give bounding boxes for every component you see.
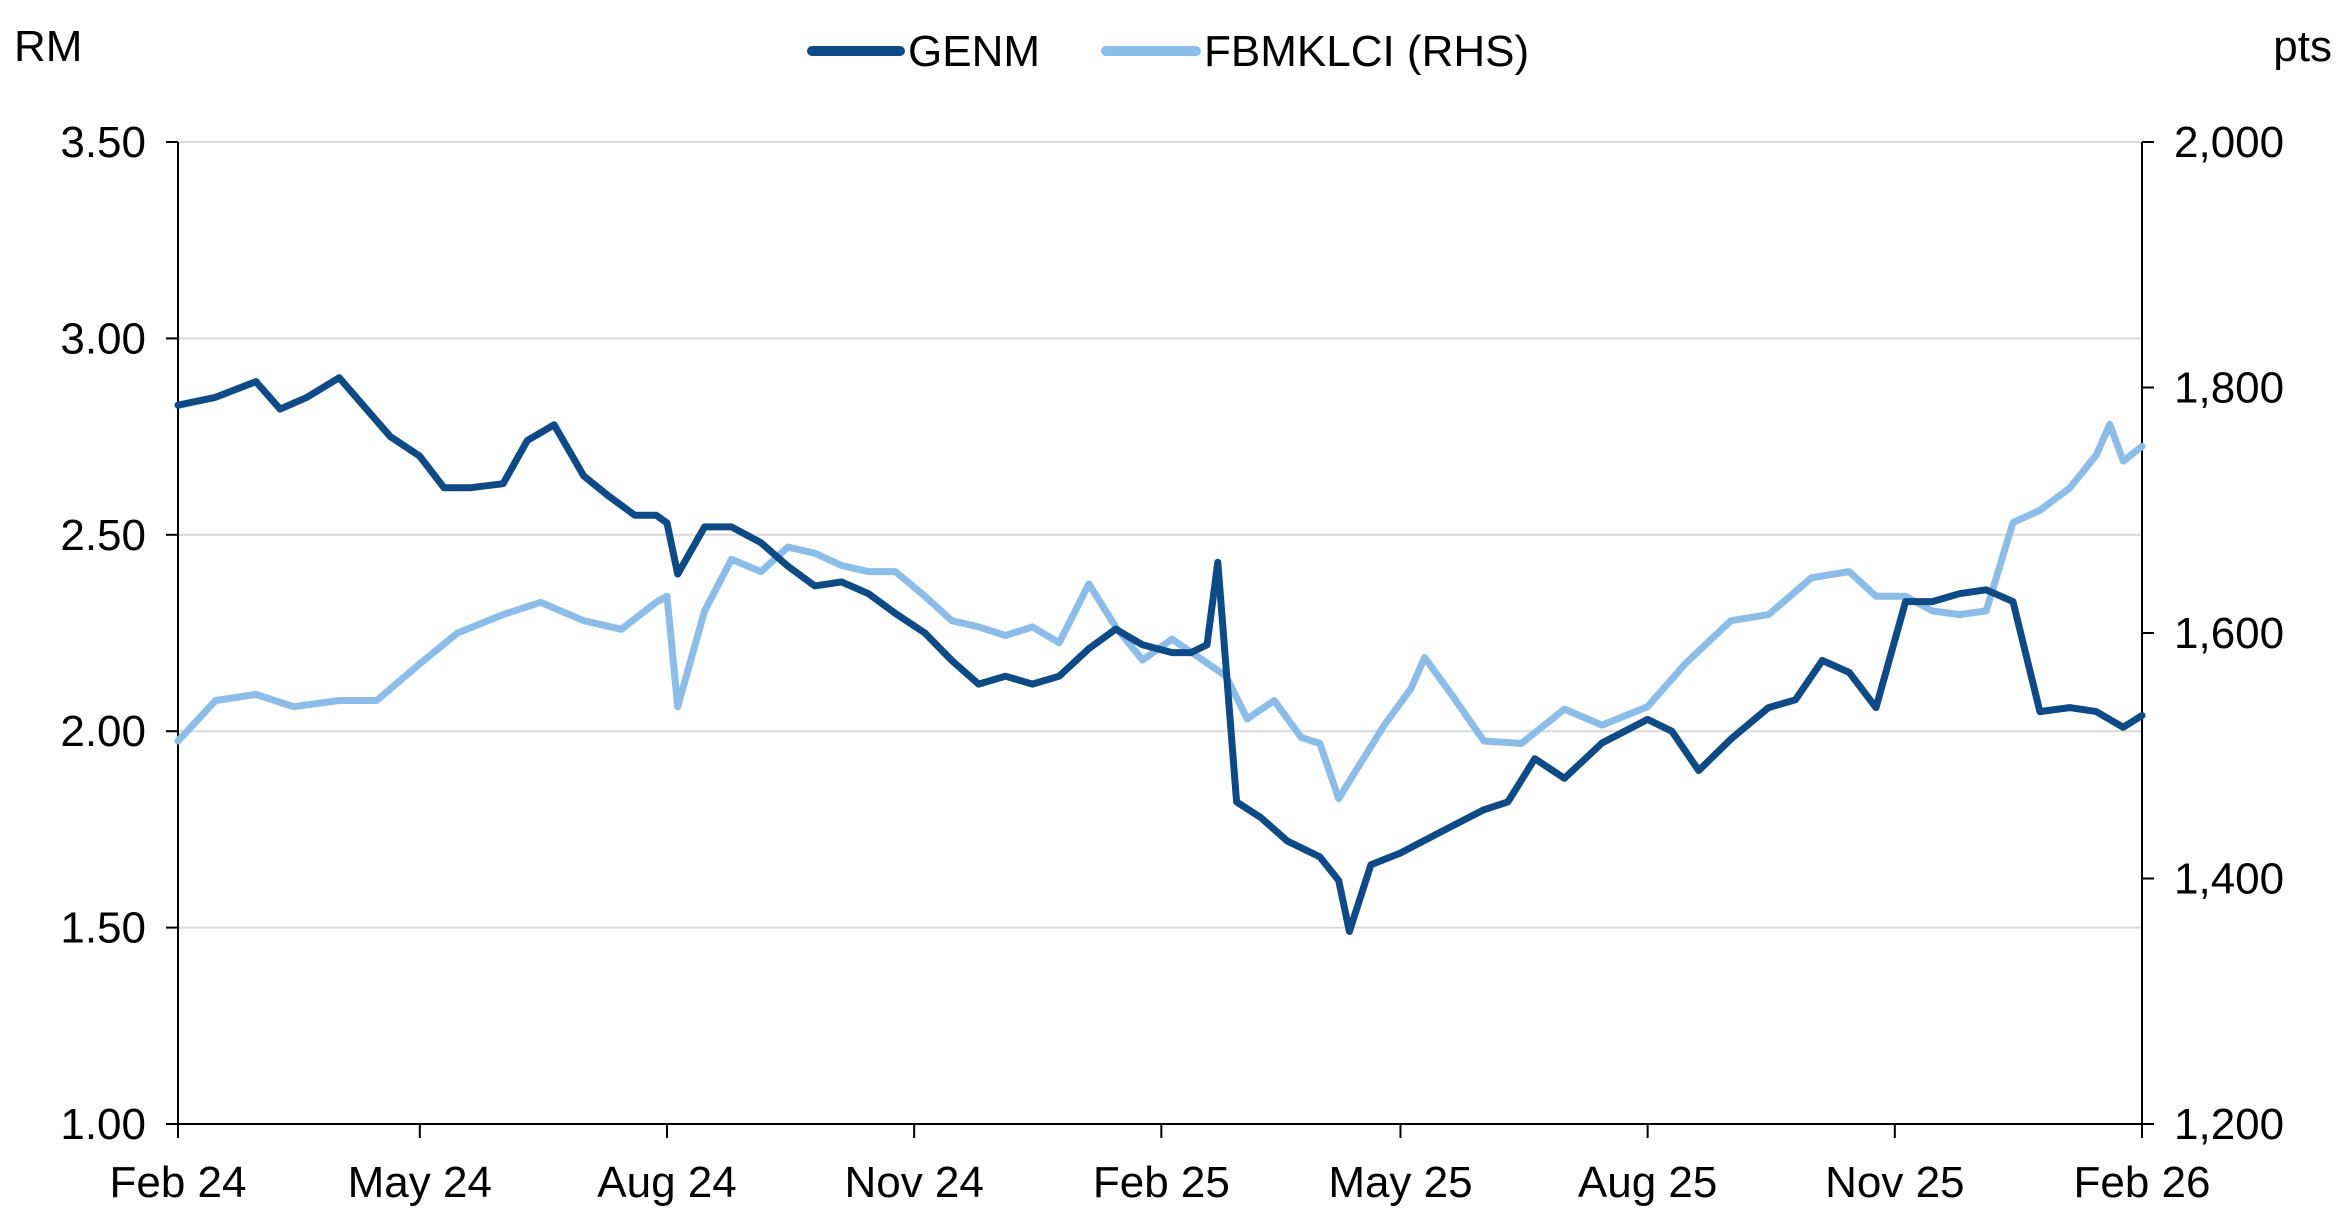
legend: GENM FBMKLCI (RHS) xyxy=(807,27,1529,76)
series-line-genm xyxy=(174,374,2146,935)
x-tick-label: Feb 25 xyxy=(1093,1158,1230,1207)
right-tick-label: 1,400 xyxy=(2174,855,2284,904)
left-tick-label: 1.50 xyxy=(60,904,146,953)
series-line-fbmklci xyxy=(174,420,2146,803)
right-tick-label: 1,200 xyxy=(2174,1100,2284,1149)
x-tick-label: Nov 24 xyxy=(844,1158,983,1207)
left-tick-label: 2.50 xyxy=(60,511,146,560)
left-tick-label: 3.00 xyxy=(60,314,146,363)
x-tick-label: May 25 xyxy=(1328,1158,1472,1207)
right-tick-label: 1,800 xyxy=(2174,364,2284,413)
left-tick-label: 2.00 xyxy=(60,707,146,756)
series-lines xyxy=(174,374,2146,935)
x-tick-label: Aug 25 xyxy=(1578,1158,1717,1207)
axes: 1.00 1.50 2.00 2.50 3.00 3.50 1,200 1,400 1,600 1… xyxy=(60,118,2284,1207)
x-tick-label: Feb 24 xyxy=(110,1158,247,1207)
x-tick-label: May 24 xyxy=(348,1158,492,1207)
x-tick-label: Feb 26 xyxy=(2074,1158,2211,1207)
left-tick-label: 1.00 xyxy=(60,1100,146,1149)
right-tick-label: 1,600 xyxy=(2174,609,2284,658)
x-tick-label: Aug 24 xyxy=(597,1158,736,1207)
left-axis-unit: RM xyxy=(14,22,82,71)
legend-label-genm: GENM xyxy=(908,27,1040,76)
left-tick-label: 3.50 xyxy=(60,118,146,167)
x-tick-label: Nov 25 xyxy=(1825,1158,1964,1207)
right-axis-unit: pts xyxy=(2273,22,2332,71)
right-tick-label: 2,000 xyxy=(2174,118,2284,167)
gridlines xyxy=(178,141,2142,929)
legend-label-fbmklci: FBMKLCI (RHS) xyxy=(1204,27,1529,76)
